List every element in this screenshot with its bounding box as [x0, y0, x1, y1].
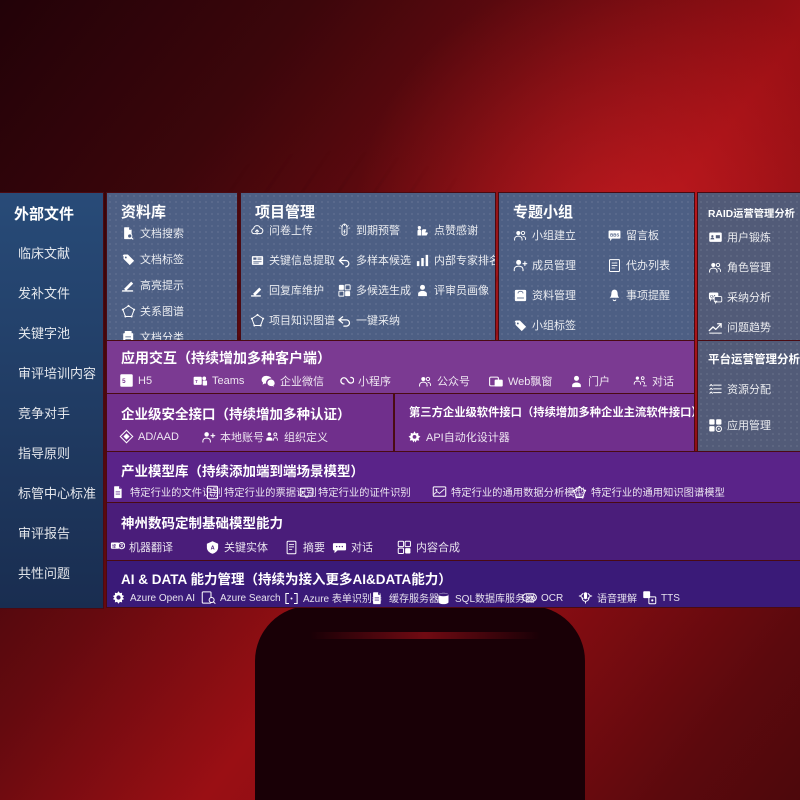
svg-text:译: 译 — [112, 544, 116, 549]
svg-text:文: 文 — [120, 543, 124, 548]
svg-text:T: T — [195, 379, 198, 384]
svg-text:5: 5 — [122, 378, 126, 385]
svg-text:E: E — [302, 490, 305, 495]
svg-text:A: A — [211, 546, 215, 552]
svg-text:BBS: BBS — [610, 232, 619, 237]
svg-text:OCR: OCR — [525, 595, 536, 600]
